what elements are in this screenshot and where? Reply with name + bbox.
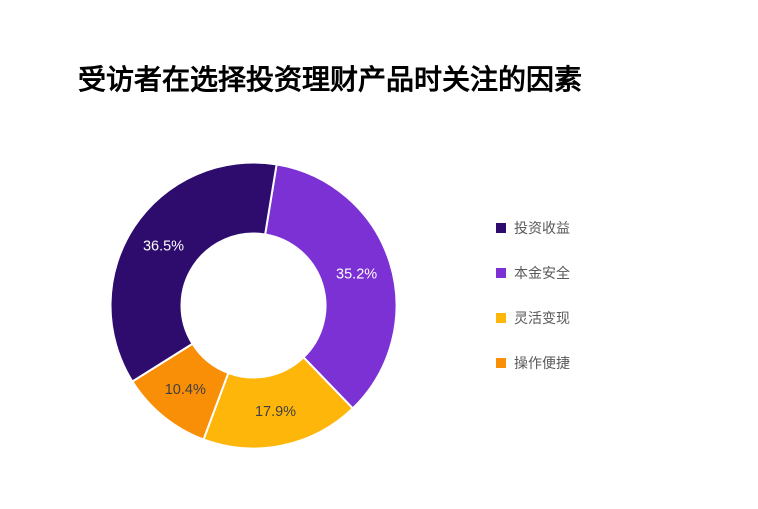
legend-item-principal-safety: 本金安全 xyxy=(496,265,570,281)
slice-label-investment-returns: 36.5% xyxy=(143,239,184,255)
legend-swatch-icon xyxy=(496,223,506,233)
chart-title: 受访者在选择投资理财产品时关注的因素 xyxy=(78,64,583,95)
pie-slice-flexible-liquidation xyxy=(202,356,354,450)
legend-swatch-icon xyxy=(496,268,506,278)
legend-label: 灵活变现 xyxy=(514,310,570,326)
legend-item-investment-returns: 投资收益 xyxy=(496,220,570,236)
slice-label-easy-operation: 10.4% xyxy=(165,382,206,398)
pie-slice-investment-returns xyxy=(109,161,278,383)
legend-swatch-icon xyxy=(496,358,506,368)
chart-legend: 投资收益本金安全灵活变现操作便捷 xyxy=(496,220,570,371)
pie-slice-principal-safety xyxy=(264,163,398,410)
legend-label: 投资收益 xyxy=(514,220,570,236)
legend-swatch-icon xyxy=(496,313,506,323)
legend-label: 本金安全 xyxy=(514,265,570,281)
slice-label-principal-safety: 35.2% xyxy=(336,266,377,282)
legend-item-easy-operation: 操作便捷 xyxy=(496,355,570,371)
slice-label-flexible-liquidation: 17.9% xyxy=(255,404,296,420)
legend-item-flexible-liquidation: 灵活变现 xyxy=(496,310,570,326)
legend-label: 操作便捷 xyxy=(514,355,570,371)
